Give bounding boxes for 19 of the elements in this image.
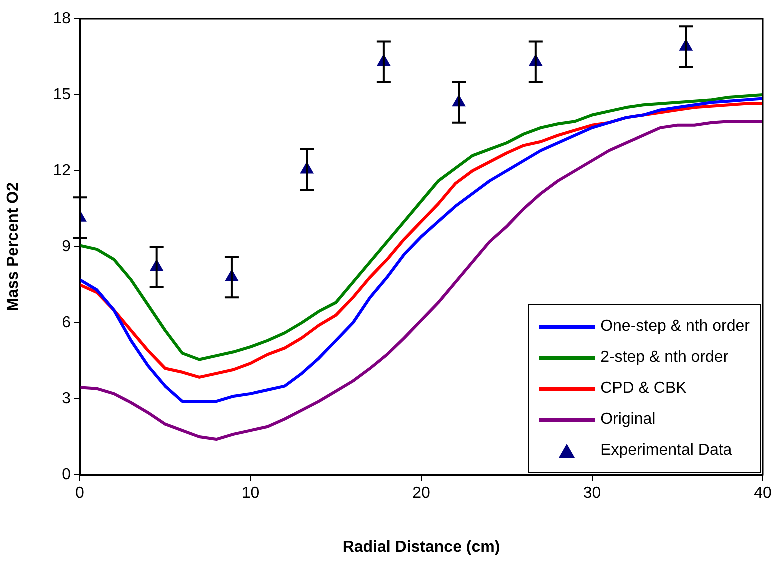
x-axis-title: Radial Distance (cm) xyxy=(342,538,500,556)
y-tick-label: 0 xyxy=(62,466,72,484)
legend-label: 2-step & nth order xyxy=(600,348,729,366)
legend-label: Original xyxy=(600,410,656,428)
y-tick-label: 3 xyxy=(62,390,72,408)
legend-label: CPD & CBK xyxy=(600,380,687,398)
legend-label: One-step & nth order xyxy=(600,318,750,336)
x-tick-label: 0 xyxy=(76,485,85,502)
legend-label: Experimental Data xyxy=(600,442,732,460)
x-tick-label: 20 xyxy=(412,485,430,502)
y-tick-label: 9 xyxy=(62,238,72,256)
y-axis-title: Mass Percent O2 xyxy=(5,182,22,312)
y-tick-label: 18 xyxy=(53,10,72,28)
x-tick-label: 40 xyxy=(754,485,772,502)
x-tick-label: 30 xyxy=(583,485,602,502)
x-tick-label: 10 xyxy=(242,485,260,502)
y-tick-label: 15 xyxy=(53,86,72,104)
y-tick-label: 6 xyxy=(62,314,72,332)
y-tick-label: 12 xyxy=(53,162,72,180)
